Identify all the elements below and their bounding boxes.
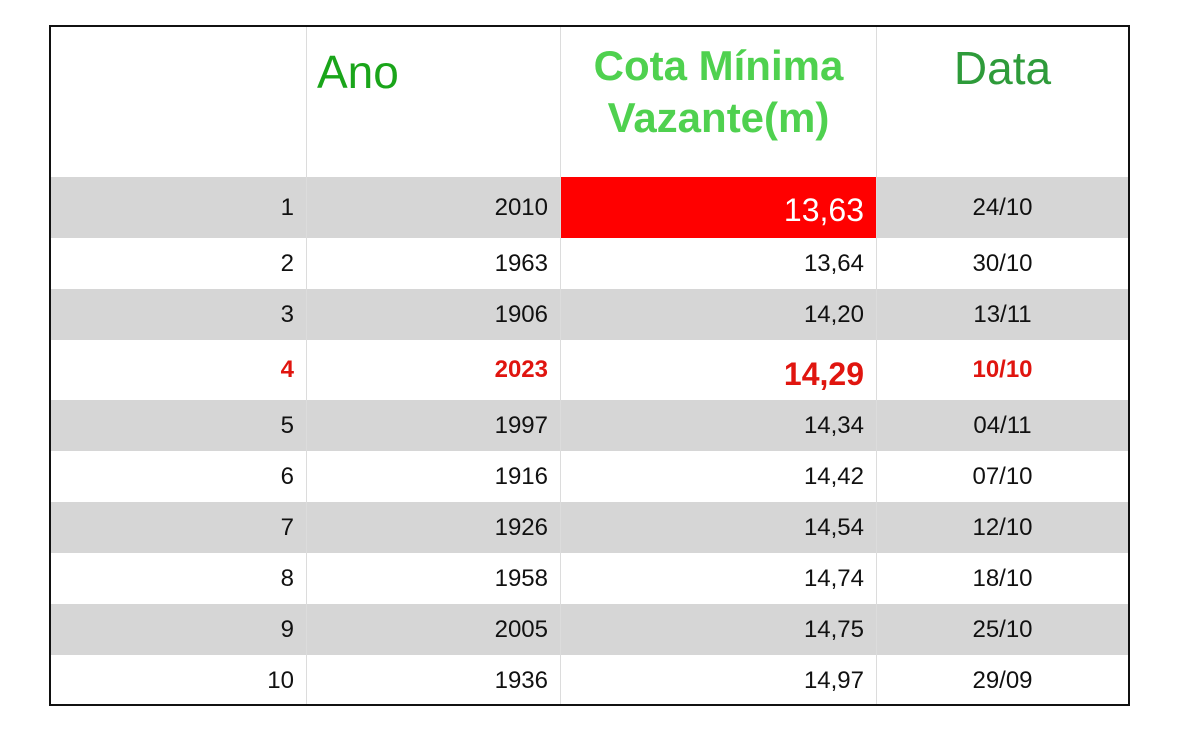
data-cell: 07/10: [876, 451, 1128, 502]
cota-cell-record: 13,63: [560, 177, 876, 238]
data-cell: 18/10: [876, 553, 1128, 604]
rank-cell: 9: [51, 604, 306, 655]
cota-cell: 14,20: [560, 289, 876, 340]
header-ano: Ano: [306, 27, 560, 177]
rank-cell: 5: [51, 400, 306, 451]
rank-cell: 6: [280, 462, 294, 490]
cota-cell: 13,64: [560, 238, 876, 289]
header-cota-minima: Cota Mínima Vazante(m): [560, 27, 876, 177]
header-rank: [51, 27, 306, 177]
rank-cell: 10: [267, 666, 294, 694]
ano-cell: 1916: [306, 451, 560, 502]
cota-cell: 14,54: [560, 502, 876, 553]
rank-cell: 7: [51, 502, 306, 553]
rank-cell: 3: [51, 289, 306, 340]
ano-cell: 2023: [306, 340, 560, 400]
rank-cell: 4: [280, 356, 294, 383]
ano-cell: 2010: [306, 177, 560, 238]
ranking-table: Ano Cota Mínima Vazante(m) Data 1 2010 1…: [51, 27, 1128, 704]
ano-cell: 1963: [306, 238, 560, 289]
ano-cell: 1936: [306, 655, 560, 704]
rank-cell: 2: [280, 249, 294, 277]
data-cell: 10/10: [876, 340, 1128, 400]
ano-cell: 2005: [306, 604, 560, 655]
data-cell: 24/10: [876, 177, 1128, 238]
cota-cell: 14,74: [560, 553, 876, 604]
cota-cell: 14,34: [560, 400, 876, 451]
table-frame: Ano Cota Mínima Vazante(m) Data 1 2010 1…: [49, 25, 1130, 706]
rank-cell: 1: [51, 177, 306, 238]
data-cell: 29/09: [876, 655, 1128, 704]
cota-cell: 14,29: [560, 340, 876, 400]
data-cell: 04/11: [876, 400, 1128, 451]
data-cell: 25/10: [876, 604, 1128, 655]
ano-cell: 1958: [306, 553, 560, 604]
header-data: Data: [876, 27, 1128, 177]
ano-cell: 1997: [306, 400, 560, 451]
cota-cell: 14,42: [560, 451, 876, 502]
data-cell: 30/10: [876, 238, 1128, 289]
ano-cell: 1926: [306, 502, 560, 553]
ano-cell: 1906: [306, 289, 560, 340]
rank-cell: 8: [280, 564, 294, 592]
data-cell: 12/10: [876, 502, 1128, 553]
data-cell: 13/11: [876, 289, 1128, 340]
cota-cell: 14,97: [560, 655, 876, 704]
cota-cell: 14,75: [560, 604, 876, 655]
